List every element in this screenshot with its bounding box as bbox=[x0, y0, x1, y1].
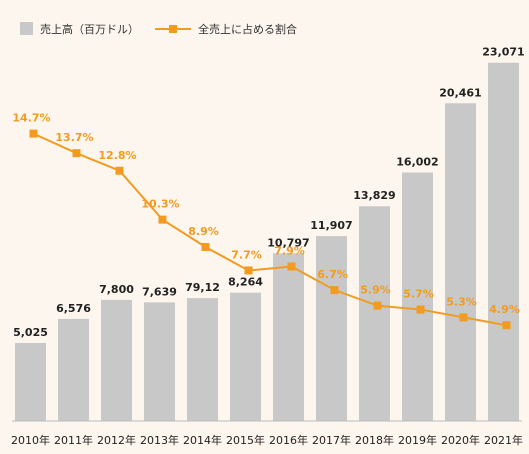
share-label-4: 8.9% bbox=[188, 225, 219, 238]
share-point-1 bbox=[72, 149, 81, 158]
share-line bbox=[33, 132, 507, 327]
share-label-5: 7.7% bbox=[231, 248, 262, 261]
share-label-11: 4.9% bbox=[489, 303, 520, 316]
share-label-3: 10.3% bbox=[141, 198, 179, 211]
legend-bar-swatch bbox=[20, 22, 33, 35]
bar-value-label-9: 16,002 bbox=[396, 155, 438, 168]
bar-7 bbox=[316, 236, 347, 421]
bar-6 bbox=[273, 253, 304, 421]
x-tick-label-1: 2011年 bbox=[54, 433, 93, 447]
bar-value-label-4: 79,12 bbox=[185, 281, 220, 294]
bar-value-label-6: 10,797 bbox=[267, 236, 309, 249]
bar-value-label-1: 6,576 bbox=[56, 302, 91, 315]
share-point-9 bbox=[416, 305, 425, 314]
share-label-1: 13.7% bbox=[55, 131, 93, 144]
share-point-2 bbox=[115, 166, 124, 175]
share-label-8: 5.9% bbox=[360, 284, 391, 297]
share-point-10 bbox=[459, 313, 468, 322]
bar-2 bbox=[101, 299, 132, 421]
x-tick-label-8: 2018年 bbox=[355, 433, 394, 447]
x-tick-label-11: 2021年 bbox=[484, 433, 523, 447]
line-layer bbox=[29, 129, 511, 330]
share-point-3 bbox=[158, 215, 167, 224]
labels-layer: 5,025 2010年 6,576 2011年 7,800 2012年 7,639 2013年… bbox=[11, 46, 525, 447]
x-tick-label-3: 2013年 bbox=[140, 433, 179, 447]
bar-value-label-11: 23,071 bbox=[482, 46, 524, 59]
share-point-8 bbox=[373, 301, 382, 310]
x-tick-label-5: 2015年 bbox=[226, 433, 265, 447]
x-tick-label-10: 2020年 bbox=[441, 433, 480, 447]
legend-line-marker bbox=[169, 25, 177, 33]
bar-value-label-3: 7,639 bbox=[142, 285, 177, 298]
share-point-11 bbox=[502, 321, 511, 330]
x-tick-label-7: 2017年 bbox=[312, 433, 351, 447]
bar-9 bbox=[402, 172, 433, 421]
x-tick-label-6: 2016年 bbox=[269, 433, 308, 447]
bar-value-label-0: 5,025 bbox=[13, 326, 48, 339]
bar-value-label-8: 13,829 bbox=[353, 189, 395, 202]
bar-value-label-5: 8,264 bbox=[228, 276, 263, 289]
legend: 売上高（百万ドル） 全売上に占める割合 bbox=[20, 22, 297, 36]
x-tick-label-9: 2019年 bbox=[398, 433, 437, 447]
bar-value-label-7: 11,907 bbox=[310, 219, 352, 232]
bar-4 bbox=[187, 298, 218, 421]
share-label-7: 6.7% bbox=[317, 268, 348, 281]
bar-5 bbox=[230, 292, 261, 421]
share-point-0 bbox=[29, 129, 38, 138]
bar-0 bbox=[15, 342, 46, 421]
bar-11 bbox=[488, 62, 519, 421]
x-tick-label-4: 2014年 bbox=[183, 433, 222, 447]
bar-value-label-10: 20,461 bbox=[439, 86, 481, 99]
bar-8 bbox=[359, 206, 390, 421]
share-point-4 bbox=[201, 243, 210, 252]
x-tick-label-0: 2010年 bbox=[11, 433, 50, 447]
x-tick-label-2: 2012年 bbox=[97, 433, 136, 447]
share-point-7 bbox=[330, 286, 339, 295]
bar-1 bbox=[58, 318, 89, 421]
bar-value-label-2: 7,800 bbox=[99, 283, 134, 296]
bar-10 bbox=[445, 103, 476, 421]
bars-layer bbox=[15, 62, 519, 421]
share-point-5 bbox=[244, 266, 253, 275]
share-label-9: 5.7% bbox=[403, 288, 434, 301]
legend-line-label: 全売上に占める割合 bbox=[198, 22, 297, 36]
bar-3 bbox=[144, 302, 175, 421]
share-label-2: 12.8% bbox=[98, 149, 136, 162]
share-label-6: 7.9% bbox=[274, 245, 305, 258]
legend-bar-label: 売上高（百万ドル） bbox=[40, 22, 139, 36]
share-label-10: 5.3% bbox=[446, 295, 477, 308]
share-point-6 bbox=[287, 262, 296, 271]
share-label-0: 14.7% bbox=[12, 112, 50, 125]
